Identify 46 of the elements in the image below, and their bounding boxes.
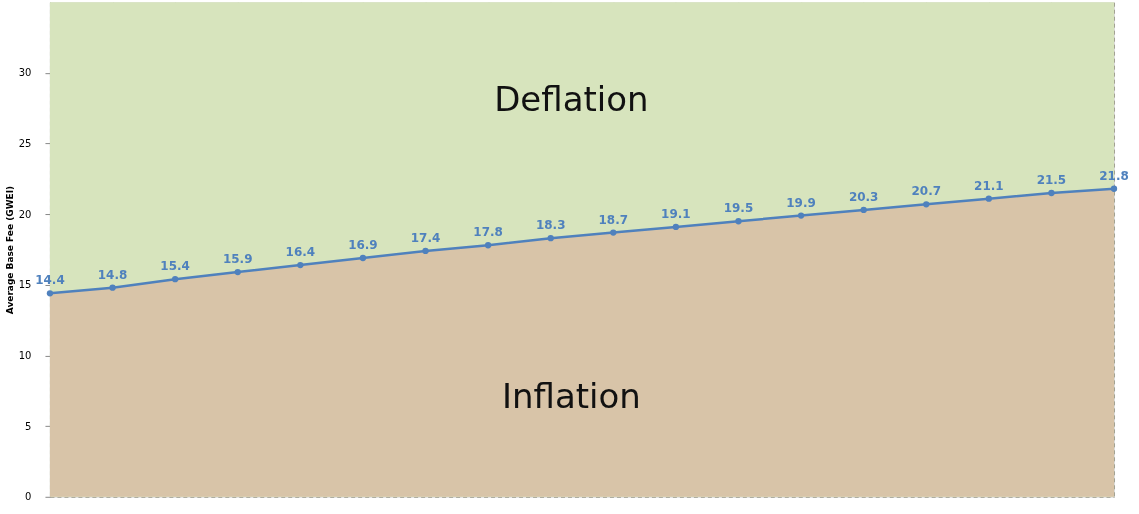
data-label: 20.3 — [848, 189, 879, 204]
data-label: 17.4 — [410, 230, 441, 245]
point — [547, 235, 554, 242]
data-label: 21.8 — [1099, 168, 1129, 183]
annotation: Inflation — [501, 375, 641, 416]
point — [46, 290, 54, 297]
y-tick-label: 10 — [18, 349, 32, 361]
point — [735, 218, 742, 225]
point — [672, 223, 680, 231]
point — [923, 201, 930, 208]
point — [860, 206, 867, 214]
point — [109, 284, 116, 291]
y-tick-label: 5 — [25, 420, 32, 432]
point — [1048, 189, 1055, 197]
data-label: 21.1 — [974, 178, 1004, 193]
y-axis-title: Average Base Fee (GWEI) — [4, 185, 15, 315]
point — [985, 195, 992, 202]
y-tick-label: 20 — [18, 208, 32, 220]
point — [234, 268, 241, 276]
data-label: 19.9 — [786, 195, 816, 210]
data-label: 15.4 — [160, 259, 190, 274]
y-tick-label: 25 — [18, 138, 32, 150]
data-label: 14.8 — [97, 267, 128, 282]
point — [484, 242, 492, 249]
point — [610, 229, 617, 236]
data-label: 14.4 — [35, 273, 65, 288]
y-tick-label: 0 — [25, 491, 32, 503]
data-label: 17.8 — [473, 225, 503, 240]
point — [1110, 185, 1118, 192]
y-tick-label: 30 — [18, 67, 32, 79]
data-label: 19.1 — [661, 206, 691, 221]
data-label: 19.5 — [723, 201, 754, 216]
data-label: 16.4 — [285, 245, 316, 260]
point — [422, 247, 429, 255]
point — [797, 212, 805, 219]
point — [359, 254, 367, 262]
data-label: 15.9 — [222, 252, 253, 267]
data-label: 16.9 — [348, 237, 378, 252]
point — [171, 276, 179, 283]
data-label: 18.3 — [535, 218, 566, 233]
annotation: Deflation — [494, 79, 649, 120]
data-label: 21.5 — [1036, 172, 1067, 187]
y-tick-label: 15 — [18, 279, 32, 291]
point — [297, 261, 304, 269]
data-label: 18.7 — [598, 212, 629, 227]
data-label: 20.7 — [911, 184, 942, 199]
